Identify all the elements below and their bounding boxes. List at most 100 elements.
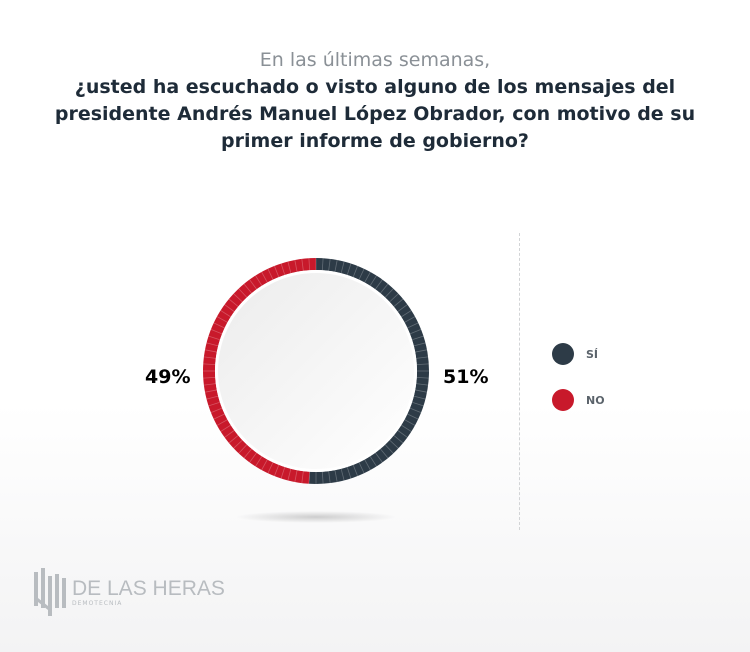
donut-tick	[255, 275, 263, 286]
donut-tick	[380, 283, 389, 294]
donut-tick	[389, 439, 399, 449]
donut-tick	[409, 329, 422, 335]
legend: SÍ NO	[552, 342, 605, 434]
donut-tick	[375, 279, 383, 290]
donut-tick	[233, 293, 243, 303]
donut-tick	[203, 383, 216, 386]
slice-no	[203, 258, 316, 484]
donut-tick	[301, 471, 304, 484]
donut-tick	[393, 435, 404, 444]
donut-tick	[416, 356, 429, 359]
donut-tick	[413, 395, 426, 400]
donut-tick	[411, 401, 424, 407]
donut-tick	[210, 329, 223, 335]
donut-tick	[238, 444, 248, 454]
donut-tick	[204, 349, 217, 353]
donut-tick	[404, 419, 416, 426]
donut-tick	[301, 258, 304, 271]
donut-tick	[346, 263, 352, 276]
donut-tick	[280, 263, 286, 276]
donut-tick	[352, 464, 358, 477]
donut-tick	[287, 261, 292, 274]
logo: DE LAS HERAS DEMOTECNIA	[32, 568, 225, 616]
donut-tick	[208, 401, 221, 407]
donut-tick	[369, 456, 377, 467]
donut-tick	[208, 335, 221, 341]
donut-tick	[224, 304, 235, 312]
donut-tick	[334, 470, 338, 483]
donut-tick	[393, 298, 404, 307]
donut-tick	[409, 407, 422, 413]
logo-icon	[34, 568, 66, 616]
donut-tick	[340, 468, 345, 481]
donut-tick	[267, 268, 274, 280]
donut-tick	[415, 389, 428, 393]
divider	[519, 233, 520, 530]
donut-tick	[397, 430, 408, 438]
donut-tick	[206, 342, 219, 347]
label-no: 49%	[145, 366, 191, 388]
donut-tick	[380, 448, 389, 459]
donut-tick	[384, 288, 394, 298]
donut-tick	[321, 258, 324, 271]
chart-title: En las últimas semanas, ¿usted ha escuch…	[0, 46, 750, 155]
donut-tick	[206, 395, 219, 400]
donut-tick	[328, 471, 331, 484]
donut-tick	[416, 363, 429, 366]
donut-tick	[261, 459, 268, 471]
donut-tick	[213, 322, 225, 329]
donut-tick	[413, 342, 426, 347]
donut-tick	[228, 435, 239, 444]
donut-tick	[249, 452, 257, 463]
donut-tick	[203, 363, 216, 366]
donut-tick	[220, 424, 231, 432]
donut-tick	[220, 310, 231, 318]
donut-tick	[249, 279, 257, 290]
donut-tick	[224, 430, 235, 438]
donut-tick	[416, 376, 429, 379]
donut-tick	[308, 471, 311, 484]
donut-tick	[243, 448, 252, 459]
donut-center	[218, 273, 414, 469]
donut-tick	[407, 322, 419, 329]
donut-tick	[321, 471, 324, 484]
chart-shadow	[236, 511, 396, 523]
question-line: ¿usted ha escuchado o visto alguno de lo…	[74, 76, 676, 98]
donut-tick	[375, 452, 383, 463]
donut-tick	[228, 298, 239, 307]
donut-tick	[203, 356, 216, 359]
donut-tick	[267, 462, 274, 474]
legend-label: SÍ	[586, 347, 599, 361]
donut-tick	[364, 271, 371, 283]
donut-tick	[203, 376, 216, 379]
donut-tick	[415, 349, 428, 353]
donut-tick	[280, 466, 286, 479]
donut-tick	[308, 258, 311, 271]
donut-tick	[210, 407, 223, 413]
donut-tick	[416, 383, 429, 386]
donut-tick	[328, 258, 331, 271]
donut-tick	[243, 283, 252, 294]
label-si: 51%	[443, 366, 489, 388]
subtitle: En las últimas semanas,	[259, 49, 491, 71]
donut-tick	[364, 459, 371, 471]
legend-label: NO	[586, 393, 605, 407]
question-line: presidente Andrés Manuel López Obrador, …	[54, 103, 696, 125]
donut-tick	[274, 464, 280, 477]
donut-tick	[384, 444, 394, 454]
donut-tick	[261, 271, 268, 283]
donut-tick	[401, 310, 412, 318]
logo-main: DE LAS HERAS	[72, 576, 225, 600]
question-line: primer informe de gobierno?	[221, 130, 529, 152]
donut-tick	[274, 265, 280, 278]
donut-tick	[404, 316, 416, 323]
donut-tick	[287, 468, 292, 481]
donut-tick	[369, 275, 377, 286]
donut-tick	[346, 466, 352, 479]
donut-tick	[358, 268, 365, 280]
logo-sub: DEMOTECNIA	[72, 599, 123, 607]
legend-item-si: SÍ	[552, 342, 605, 366]
donut-tick	[238, 288, 248, 298]
donut-tick	[213, 413, 225, 420]
legend-swatch	[552, 389, 574, 411]
